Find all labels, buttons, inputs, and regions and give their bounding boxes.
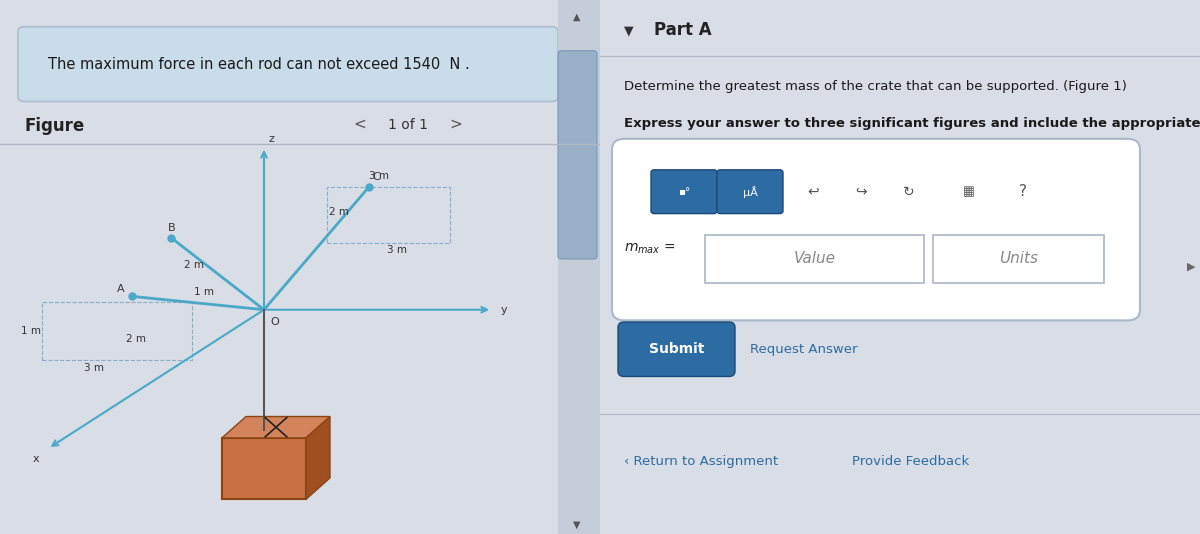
Text: Submit: Submit — [649, 342, 704, 356]
Text: 1 of 1: 1 of 1 — [388, 118, 428, 132]
Text: Determine the greatest mass of the crate that can be supported. (Figure 1): Determine the greatest mass of the crate… — [624, 80, 1127, 93]
Text: 2 m: 2 m — [185, 261, 204, 270]
Text: 1 m: 1 m — [194, 287, 214, 297]
Text: x: x — [34, 454, 40, 464]
FancyBboxPatch shape — [222, 438, 306, 499]
Text: ?: ? — [1019, 184, 1027, 199]
Polygon shape — [222, 417, 330, 438]
Text: Provide Feedback: Provide Feedback — [852, 456, 970, 468]
Text: A: A — [118, 284, 125, 294]
Text: Part A: Part A — [654, 21, 712, 38]
FancyBboxPatch shape — [612, 139, 1140, 320]
Text: Figure: Figure — [24, 117, 84, 135]
Text: Express your answer to three significant figures and include the appropriate uni: Express your answer to three significant… — [624, 117, 1200, 130]
Text: μÅ: μÅ — [743, 186, 757, 198]
Text: ↪: ↪ — [856, 185, 866, 199]
Text: Request Answer: Request Answer — [750, 343, 858, 356]
Text: $m_{max}$ =: $m_{max}$ = — [624, 241, 676, 255]
Text: Units: Units — [998, 252, 1038, 266]
Text: C: C — [372, 172, 379, 183]
Text: B: B — [168, 223, 175, 233]
Text: z: z — [269, 134, 275, 144]
Text: O: O — [270, 317, 278, 327]
Text: 2 m: 2 m — [126, 334, 146, 344]
Text: <: < — [354, 117, 366, 132]
FancyBboxPatch shape — [618, 322, 734, 376]
Polygon shape — [306, 417, 330, 499]
Text: The maximum force in each rod can not exceed 1540  N .: The maximum force in each rod can not ex… — [48, 57, 469, 72]
FancyBboxPatch shape — [934, 235, 1104, 283]
Text: ▼: ▼ — [574, 520, 581, 529]
Text: 1 m: 1 m — [22, 326, 41, 336]
FancyBboxPatch shape — [558, 0, 600, 534]
FancyBboxPatch shape — [706, 235, 924, 283]
Text: >: > — [450, 117, 462, 132]
Text: ▦: ▦ — [964, 185, 974, 198]
Text: 2 m: 2 m — [329, 207, 349, 217]
Text: ▪°: ▪° — [678, 187, 690, 197]
FancyBboxPatch shape — [18, 27, 558, 101]
Text: ▼: ▼ — [624, 25, 634, 38]
FancyBboxPatch shape — [718, 170, 784, 214]
Text: Value: Value — [794, 252, 835, 266]
Text: ‹ Return to Assignment: ‹ Return to Assignment — [624, 456, 778, 468]
Text: 3 m: 3 m — [84, 363, 104, 373]
FancyBboxPatch shape — [558, 51, 598, 259]
Text: 3 m: 3 m — [370, 171, 389, 181]
Text: ↩: ↩ — [808, 185, 818, 199]
Text: 3 m: 3 m — [386, 245, 407, 255]
FancyBboxPatch shape — [650, 170, 718, 214]
Text: ▶: ▶ — [1187, 262, 1195, 272]
Text: y: y — [502, 305, 508, 315]
Text: ↻: ↻ — [904, 185, 914, 199]
Text: ▲: ▲ — [574, 12, 581, 22]
